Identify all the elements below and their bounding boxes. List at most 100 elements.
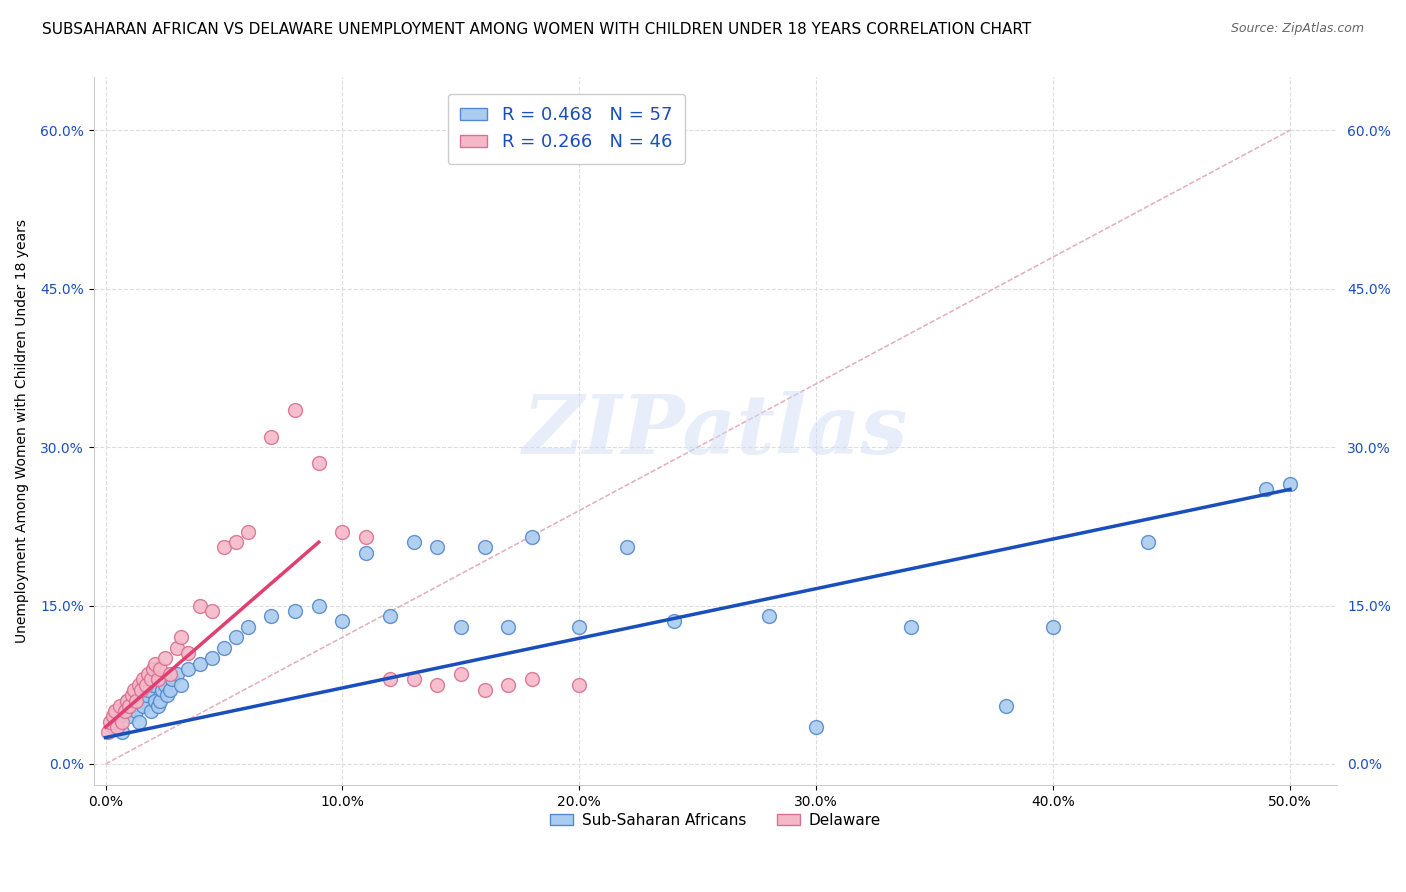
- Point: [105, 704, 128, 718]
- Point: [474, 541, 496, 555]
- Point: [166, 640, 188, 655]
- Point: [156, 689, 179, 703]
- Point: [111, 725, 134, 739]
- Point: [402, 535, 425, 549]
- Point: [260, 609, 283, 624]
- Point: [188, 599, 211, 613]
- Point: [122, 689, 145, 703]
- Point: [1136, 535, 1159, 549]
- Point: [143, 657, 166, 671]
- Point: [166, 667, 188, 681]
- Point: [450, 667, 472, 681]
- Point: [177, 662, 200, 676]
- Point: [114, 698, 136, 713]
- Point: [125, 704, 148, 718]
- Point: [160, 673, 183, 687]
- Point: [520, 673, 543, 687]
- Point: [225, 535, 247, 549]
- Point: [153, 678, 176, 692]
- Point: [1279, 477, 1302, 491]
- Point: [201, 651, 224, 665]
- Point: [1256, 483, 1278, 497]
- Point: [129, 683, 152, 698]
- Point: [426, 678, 449, 692]
- Point: [142, 678, 165, 692]
- Point: [128, 678, 150, 692]
- Point: [225, 630, 247, 644]
- Point: [118, 709, 141, 723]
- Point: [125, 693, 148, 707]
- Point: [142, 662, 165, 676]
- Point: [212, 640, 235, 655]
- Point: [108, 709, 131, 723]
- Point: [260, 429, 283, 443]
- Point: [146, 673, 169, 687]
- Point: [115, 693, 138, 707]
- Point: [146, 698, 169, 713]
- Point: [153, 651, 176, 665]
- Point: [105, 720, 128, 734]
- Point: [122, 683, 145, 698]
- Point: [135, 678, 157, 692]
- Point: [129, 693, 152, 707]
- Point: [616, 541, 638, 555]
- Point: [132, 698, 155, 713]
- Point: [332, 524, 354, 539]
- Point: [121, 689, 143, 703]
- Point: [284, 403, 307, 417]
- Point: [806, 720, 828, 734]
- Point: [236, 620, 259, 634]
- Point: [170, 630, 193, 644]
- Point: [994, 698, 1017, 713]
- Point: [308, 599, 330, 613]
- Text: Source: ZipAtlas.com: Source: ZipAtlas.com: [1230, 22, 1364, 36]
- Point: [139, 673, 162, 687]
- Text: ZIPatlas: ZIPatlas: [523, 392, 908, 471]
- Point: [520, 530, 543, 544]
- Point: [378, 673, 401, 687]
- Point: [159, 683, 181, 698]
- Point: [136, 667, 159, 681]
- Point: [104, 714, 127, 729]
- Point: [332, 615, 354, 629]
- Point: [104, 704, 127, 718]
- Point: [98, 714, 121, 729]
- Point: [118, 698, 141, 713]
- Point: [662, 615, 685, 629]
- Point: [201, 604, 224, 618]
- Point: [354, 546, 377, 560]
- Point: [108, 698, 131, 713]
- Point: [284, 604, 307, 618]
- Point: [474, 683, 496, 698]
- Point: [426, 541, 449, 555]
- Point: [139, 704, 162, 718]
- Point: [149, 693, 172, 707]
- Point: [121, 698, 143, 713]
- Point: [170, 678, 193, 692]
- Text: SUBSAHARAN AFRICAN VS DELAWARE UNEMPLOYMENT AMONG WOMEN WITH CHILDREN UNDER 18 Y: SUBSAHARAN AFRICAN VS DELAWARE UNEMPLOYM…: [42, 22, 1032, 37]
- Point: [568, 620, 591, 634]
- Legend: Sub-Saharan Africans, Delaware: Sub-Saharan Africans, Delaware: [544, 807, 887, 834]
- Y-axis label: Unemployment Among Women with Children Under 18 years: Unemployment Among Women with Children U…: [15, 219, 30, 643]
- Point: [132, 673, 155, 687]
- Point: [402, 673, 425, 687]
- Point: [97, 725, 120, 739]
- Point: [128, 714, 150, 729]
- Point: [450, 620, 472, 634]
- Point: [159, 667, 181, 681]
- Point: [354, 530, 377, 544]
- Point: [177, 646, 200, 660]
- Point: [152, 683, 174, 698]
- Point: [308, 456, 330, 470]
- Point: [115, 693, 138, 707]
- Point: [378, 609, 401, 624]
- Point: [900, 620, 922, 634]
- Point: [101, 720, 124, 734]
- Point: [149, 662, 172, 676]
- Point: [498, 620, 520, 634]
- Point: [143, 693, 166, 707]
- Point: [236, 524, 259, 539]
- Point: [101, 709, 124, 723]
- Point: [212, 541, 235, 555]
- Point: [758, 609, 780, 624]
